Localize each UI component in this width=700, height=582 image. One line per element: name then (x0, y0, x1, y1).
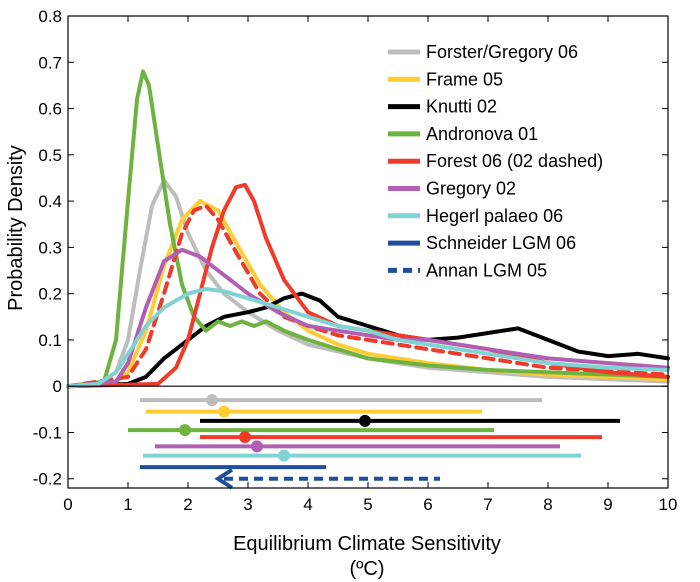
x-tick-label: 1 (123, 495, 132, 514)
y-tick-label: 0.1 (38, 331, 62, 350)
y-tick-label: 0.4 (38, 192, 62, 211)
y-tick-label: 0.7 (38, 53, 62, 72)
pdf-curves (66, 69, 670, 389)
x-axis-unit: (ºC) (349, 558, 384, 580)
x-tick-label: 4 (303, 495, 312, 514)
x-axis-title: Equilibrium Climate Sensitivity (233, 533, 501, 555)
x-tick-label: 3 (243, 495, 252, 514)
mode-marker-andronova-01 (179, 424, 191, 437)
y-axis-title: Probability Density (5, 145, 27, 311)
legend: Forster/Gregory 06 Frame 05 Knutti 02 Andro… (388, 42, 603, 280)
x-tick-label: 8 (543, 495, 552, 514)
y-tick-label: -0.2 (33, 470, 62, 489)
x-tick-label: 9 (603, 495, 612, 514)
x-tick-label: 10 (659, 495, 678, 514)
legend-label-forest-06-02-dashed: Forest 06 (02 dashed) (426, 151, 603, 171)
range-bars (128, 394, 620, 490)
x-tick-label: 2 (183, 495, 192, 514)
mode-marker-knutti-02 (359, 414, 371, 427)
x-tick-label: 6 (423, 495, 432, 514)
y-tick-label: 0 (53, 377, 62, 396)
legend-label-annan-lgm-05: Annan LGM 05 (426, 260, 547, 280)
legend-label-hegerl-palaeo-06: Hegerl palaeo 06 (426, 206, 563, 226)
mode-marker-frame-05 (218, 405, 230, 418)
y-tick-label: 0.2 (38, 285, 62, 304)
curve-forest-02 (66, 203, 670, 389)
curve-gregory-02 (66, 247, 670, 389)
legend-label-andronova-01: Andronova 01 (426, 124, 538, 144)
legend-label-gregory-02: Gregory 02 (426, 179, 516, 199)
y-tick-label: 0.8 (38, 7, 62, 26)
x-tick-label: 0 (63, 495, 72, 514)
legend-label-schneider-lgm-06: Schneider LGM 06 (426, 233, 576, 253)
axes: 0 1 2 3 4 5 6 7 8 9 10 -0.2 -0.1 0 0.1 0.2 0.3 0.4 0.5 0.6 0… (33, 7, 678, 514)
legend-label-frame-05: Frame 05 (426, 69, 503, 89)
curve-andronova-01 (66, 69, 670, 389)
curve-hegerl-palaeo-06 (66, 287, 670, 389)
range-arrow-annan-lgm-05 (214, 468, 234, 490)
x-tick-label: 7 (483, 495, 492, 514)
y-tick-label: 0.3 (38, 238, 62, 257)
y-tick-label: -0.1 (33, 423, 62, 442)
y-tick-label: 0.6 (38, 100, 62, 119)
x-tick-label: 5 (363, 495, 372, 514)
mode-marker-gregory-02 (251, 440, 263, 453)
y-tick-label: 0.5 (38, 146, 62, 165)
mode-marker-hegerl-palaeo-06 (278, 449, 290, 462)
legend-label-forster-gregory-06: Forster/Gregory 06 (426, 42, 578, 62)
curve-knutti-02 (66, 291, 670, 389)
mode-marker-forster-gregory-06 (206, 394, 218, 407)
mode-marker-forest-06 (239, 431, 251, 444)
legend-label-knutti-02: Knutti 02 (426, 97, 497, 117)
